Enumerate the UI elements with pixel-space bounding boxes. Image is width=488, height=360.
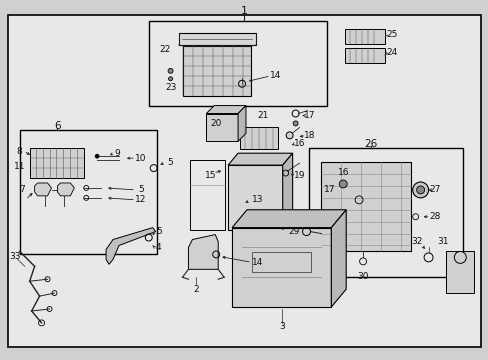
Polygon shape — [206, 105, 245, 113]
Text: 30: 30 — [357, 272, 368, 281]
Text: 21: 21 — [257, 111, 268, 120]
Polygon shape — [188, 235, 218, 269]
Text: 23: 23 — [164, 83, 176, 92]
Bar — [228, 165, 282, 230]
Text: 33: 33 — [9, 252, 20, 261]
Bar — [345, 29, 384, 44]
Bar — [148, 21, 326, 105]
Text: 24: 24 — [386, 49, 397, 58]
Text: 20: 20 — [210, 119, 222, 128]
Circle shape — [416, 186, 424, 194]
Text: 15: 15 — [204, 171, 216, 180]
Bar — [321, 162, 410, 251]
Circle shape — [285, 132, 292, 139]
Polygon shape — [238, 105, 245, 141]
Polygon shape — [228, 153, 292, 165]
Bar — [20, 130, 156, 255]
Text: 13: 13 — [252, 195, 263, 204]
Text: 32: 32 — [410, 237, 422, 246]
Text: 16: 16 — [293, 139, 305, 148]
Text: 8: 8 — [17, 147, 22, 156]
Text: 16: 16 — [337, 167, 348, 176]
Bar — [240, 127, 277, 149]
Text: 5: 5 — [156, 227, 161, 236]
Text: 1: 1 — [240, 6, 247, 16]
Bar — [183, 46, 250, 96]
Bar — [178, 33, 255, 45]
Polygon shape — [57, 183, 74, 196]
Circle shape — [168, 68, 173, 73]
Text: 11: 11 — [14, 162, 25, 171]
Bar — [190, 160, 224, 230]
Text: 22: 22 — [159, 45, 170, 54]
Bar — [309, 148, 462, 277]
Text: 7: 7 — [19, 185, 24, 194]
Bar — [251, 252, 311, 272]
Text: 3: 3 — [278, 322, 284, 331]
Text: 26: 26 — [364, 139, 377, 149]
Polygon shape — [35, 183, 51, 196]
Circle shape — [168, 77, 172, 81]
Text: 6: 6 — [54, 121, 61, 131]
Text: 17: 17 — [323, 185, 334, 194]
Circle shape — [453, 251, 466, 264]
Bar — [206, 113, 238, 141]
Circle shape — [95, 154, 99, 158]
Text: 28: 28 — [429, 212, 440, 221]
Text: 17: 17 — [303, 111, 315, 120]
Polygon shape — [106, 228, 155, 264]
Text: 18: 18 — [303, 131, 315, 140]
Text: 10: 10 — [135, 154, 146, 163]
Text: 19: 19 — [293, 171, 305, 180]
Circle shape — [292, 121, 298, 126]
Bar — [232, 228, 331, 307]
Bar — [30, 148, 84, 178]
Bar — [345, 48, 384, 63]
Text: 2: 2 — [193, 285, 199, 294]
Text: 25: 25 — [386, 30, 397, 39]
Polygon shape — [282, 153, 292, 230]
Text: 4: 4 — [156, 243, 161, 252]
Text: 12: 12 — [135, 195, 146, 204]
Text: 9: 9 — [114, 149, 120, 158]
Text: 5: 5 — [138, 185, 143, 194]
Text: 31: 31 — [437, 237, 448, 246]
Bar — [446, 251, 473, 293]
Polygon shape — [232, 210, 346, 228]
Text: 27: 27 — [429, 185, 440, 194]
Polygon shape — [331, 210, 346, 307]
Circle shape — [412, 182, 427, 198]
Text: 14: 14 — [269, 71, 281, 80]
Text: 5: 5 — [167, 158, 173, 167]
Text: 14: 14 — [252, 258, 263, 267]
Text: 29: 29 — [287, 227, 299, 236]
Circle shape — [339, 180, 346, 188]
